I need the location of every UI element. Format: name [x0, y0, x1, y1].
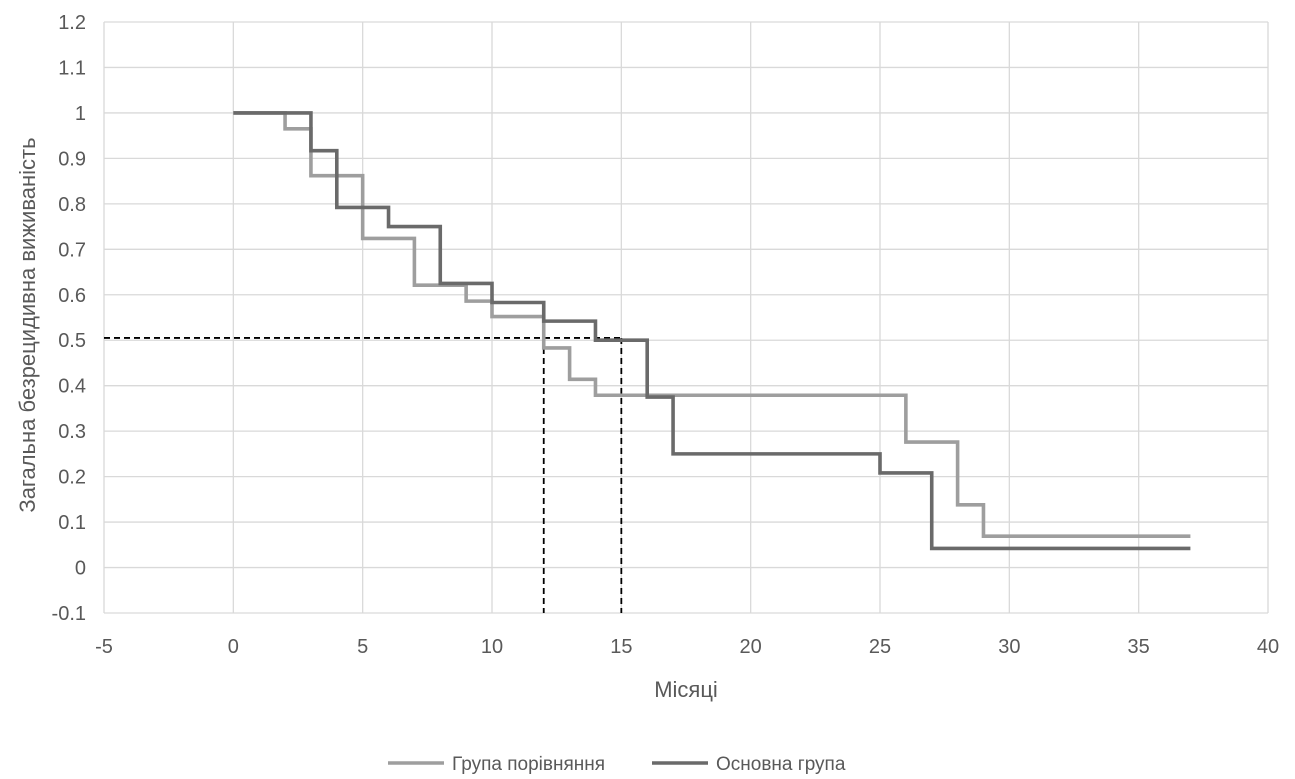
reference-lines: [104, 337, 623, 613]
y-tick-label: 0: [75, 558, 86, 580]
x-tick-label: 40: [1257, 636, 1279, 658]
y-tick-label: 0.8: [58, 194, 86, 216]
y-tick-label: 0.9: [58, 148, 86, 170]
series-lines: [233, 111, 1191, 551]
x-tick-labels: -5 0 5 10 15 20 25 30 35 40: [95, 636, 1279, 658]
y-tick-label: 1.2: [58, 12, 86, 34]
x-axis-title: Місяці: [654, 677, 718, 702]
x-tick-label: 35: [1128, 636, 1150, 658]
x-tick-label: 5: [357, 636, 368, 658]
x-tick-label: -5: [95, 636, 113, 658]
y-tick-label: 1.1: [58, 57, 86, 79]
gridlines: [103, 21, 1269, 614]
legend: Група порівняння Основна група: [388, 754, 846, 775]
y-tick-label: 1: [75, 103, 86, 125]
series-line-1: [233, 111, 1191, 538]
y-tick-label: 0.3: [58, 421, 86, 443]
x-tick-label: 20: [740, 636, 762, 658]
x-tick-label: 30: [998, 636, 1020, 658]
x-tick-label: 10: [481, 636, 503, 658]
legend-label: Основна група: [716, 754, 846, 775]
y-tick-labels: -0.1 0 0.1 0.2 0.3 0.4 0.5 0.6 0.7 0.8 0.9 1 1.1 1.2: [52, 12, 86, 625]
y-tick-label: 0.4: [58, 376, 86, 398]
y-axis-title: Загальна безрецидивна виживаність: [15, 137, 40, 512]
legend-label: Група порівняння: [452, 754, 605, 775]
y-tick-label: 0.2: [58, 467, 86, 489]
series-line-2: [233, 111, 1191, 551]
y-tick-label: 0.6: [58, 285, 86, 307]
y-tick-label: -0.1: [52, 603, 86, 625]
y-tick-label: 0.1: [58, 512, 86, 534]
y-tick-label: 0.5: [58, 330, 86, 352]
x-tick-label: 25: [869, 636, 891, 658]
y-tick-label: 0.7: [58, 239, 86, 261]
x-tick-label: 15: [610, 636, 632, 658]
x-tick-label: 0: [228, 636, 239, 658]
